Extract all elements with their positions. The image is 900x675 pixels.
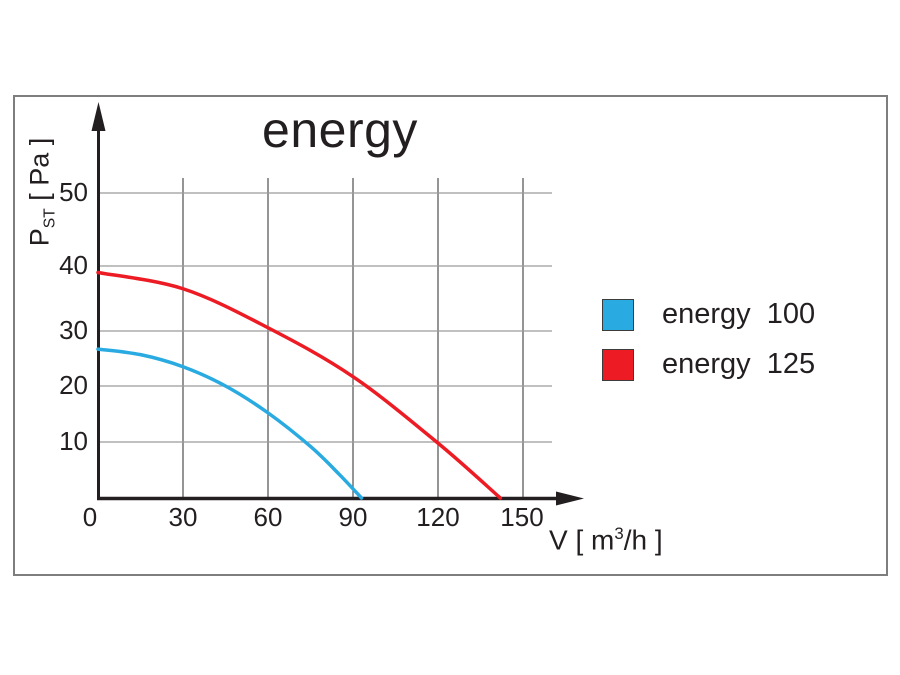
x-tick-label-60: 60 — [253, 502, 283, 532]
chart-title: energy — [262, 102, 418, 158]
chart-frame — [13, 95, 888, 576]
x-tick-label-90: 90 — [338, 502, 368, 532]
y-axis-subscript: ST — [41, 208, 59, 229]
x-tick-label-150: 150 — [500, 502, 544, 532]
x-axis-superscript: 3 — [614, 524, 624, 543]
legend-label-energy-125: energy 125 — [662, 348, 816, 380]
origin-tick-label: 0 — [82, 502, 98, 532]
legend: energy 100 energy 125 — [602, 298, 815, 398]
y-tick-label-20: 20 — [59, 370, 88, 400]
x-axis-prefix: V [ m — [549, 524, 615, 556]
y-tick-label-50: 50 — [59, 177, 88, 207]
legend-label-energy-100: energy 100 — [662, 298, 816, 330]
legend-item-energy-100: energy 100 — [602, 298, 815, 331]
x-tick-label-120: 120 — [416, 502, 460, 532]
y-tick-label-40: 40 — [59, 250, 88, 280]
legend-swatch-1 — [602, 348, 634, 381]
y-tick-label-10: 10 — [59, 426, 88, 456]
y-tick-label-30: 30 — [59, 315, 88, 345]
x-axis-suffix: /h ] — [623, 524, 663, 556]
legend-swatch-0 — [602, 298, 634, 331]
legend-item-energy-125: energy 125 — [602, 348, 815, 381]
x-axis-arrow-icon — [556, 491, 584, 506]
x-tick-label-30: 30 — [168, 502, 198, 532]
curve-energy-125 — [96, 270, 503, 500]
x-axis-label: V [ m3/h ] — [549, 524, 663, 556]
curve-energy-100 — [96, 347, 364, 500]
y-axis-arrow-icon — [91, 102, 106, 131]
y-axis-symbol: P — [24, 228, 55, 247]
